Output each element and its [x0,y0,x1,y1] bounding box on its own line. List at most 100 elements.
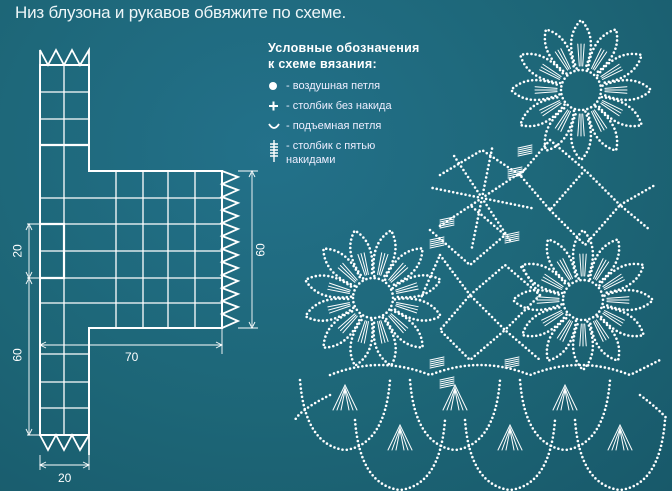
flower-petal [588,315,621,363]
petal-stitches [591,109,608,132]
scallop-stitch-group [442,383,468,411]
filled-dot-icon [269,82,277,90]
flower-petal [545,237,578,285]
scallop-stitch-group [497,423,523,451]
flower-petal [509,78,561,102]
flower-petal [391,297,443,322]
petal-stitches [539,63,562,80]
petal-stitches [606,296,630,304]
flower-petal [545,315,578,363]
scallop-stitch-group [556,386,574,411]
scallop-stitch-group [336,386,354,411]
dim-width-label: 70 [125,350,139,364]
petal-stitches [536,296,560,304]
plus-icon [269,101,278,111]
five-crossbar-stitch-icon [270,140,278,162]
flower-petal [322,247,363,288]
flower-center-ring [561,278,605,322]
scallop [298,378,392,452]
scallop [573,418,667,491]
flower-petal [511,288,563,312]
petal-stitches [600,63,623,80]
five-crossbar-stitch [429,356,445,369]
legend-label: - столбик без накида [286,100,392,112]
arc-icon [268,123,280,129]
flower-center-ring [559,68,603,112]
flower-petal [596,95,644,128]
flower-center-ring [351,276,395,320]
petal-stitches [541,273,564,290]
flower-petal [588,237,621,285]
flower-petal [520,262,568,295]
petal-stitches [602,310,625,327]
five-crossbar-stitch [504,356,520,369]
bottom-chain [328,358,662,377]
five-crossbar-stitch [507,166,523,179]
flower-petal [372,316,398,368]
legend-label: - подъемная петля [286,120,382,132]
flower-petal [322,308,363,349]
flower-petal [372,228,397,280]
legend-label-cont: накидами [286,154,336,166]
flower-petal [569,18,593,70]
flower-petal [303,274,355,299]
net-mesh [418,138,657,362]
legend-item-sc: - столбик без накида [268,99,420,119]
petal-stitches [541,310,564,327]
scallop [408,378,502,452]
scallop-stitch-group [332,383,358,411]
dim-bottom-label: 20 [58,471,72,485]
petal-stitches [577,43,585,67]
flower-petal [518,52,566,85]
flower-petal [598,262,646,295]
flower-petal [518,95,566,128]
five-crossbar-stitch [439,376,455,389]
scallop-stitch-group [611,426,629,451]
flower-petal [571,320,595,372]
petal-stitches [388,313,409,334]
petal-stitches [591,48,608,71]
petal-stitches [534,86,558,94]
flower-petal [383,247,424,288]
petal-stitches [395,282,419,294]
five-crossbar-stitch [517,144,533,157]
five-crossbar-stitch [429,236,445,249]
flower-petal [571,228,595,280]
flower-petal [586,27,619,75]
scallop-stitch-group [501,426,519,451]
legend-item-dtr5: - столбик с пятью накидами [268,139,420,169]
flower-petal [543,27,576,75]
petal-stitches [556,258,573,281]
petal-stitches [327,282,351,294]
flower-petal [543,105,576,153]
petal-stitches [395,302,419,314]
petal-stitches [602,273,625,290]
edge-chain [293,393,670,422]
petal-stitches [337,313,358,334]
flower-petal [349,316,374,368]
petal-stitches [577,113,585,137]
scallop-stitch-group [607,423,633,451]
petal-stitches [554,48,571,71]
petal-stitches [377,320,389,344]
legend-title-line1: Условные обозначения [268,41,420,55]
petal-stitches [554,109,571,132]
flower-petal [348,228,374,280]
flower-petal [391,273,443,299]
flower-petal [601,78,653,102]
petal-stitches [556,319,573,342]
legend-label: - воздушная петля [286,80,381,92]
petal-stitches [377,252,389,276]
petal-stitches [593,258,610,281]
star-motif [429,145,535,251]
petal-stitches [579,323,587,347]
scallop [518,378,612,452]
petal-stitches [327,302,351,314]
flower-petal [383,308,424,349]
scallop-stitch-group [552,383,578,411]
scallop-stitch-group [387,423,413,451]
flower-petal [603,288,655,312]
petal-stitches [337,262,358,283]
scallop-stitch-group [446,386,464,411]
scallop [353,418,447,491]
